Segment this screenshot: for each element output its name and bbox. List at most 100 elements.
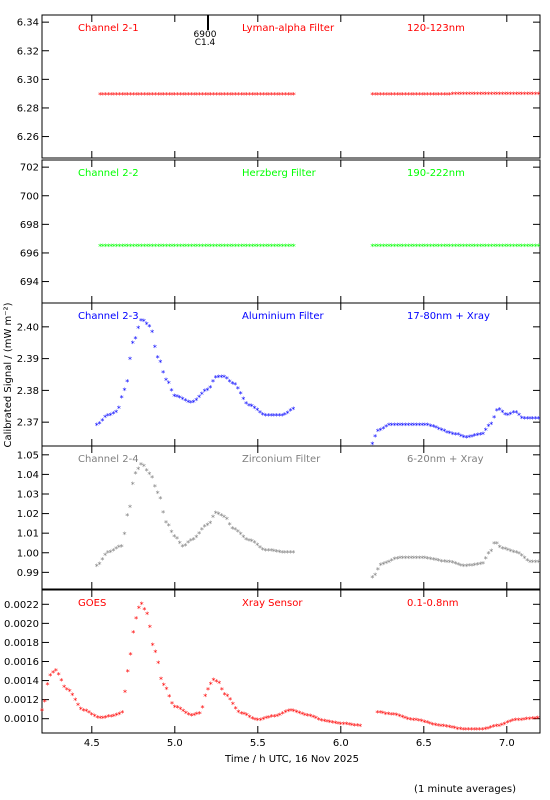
data-point: * — [390, 421, 394, 430]
data-point: * — [153, 483, 157, 492]
data-point: * — [498, 90, 502, 99]
x-tick-label: 6.5 — [416, 738, 432, 749]
data-point: * — [100, 417, 104, 426]
data-point: * — [414, 717, 418, 726]
data-point: * — [381, 243, 385, 252]
data-point: * — [381, 710, 385, 719]
data-point: * — [445, 559, 449, 568]
data-point: * — [186, 398, 190, 407]
data-point: * — [395, 243, 399, 252]
data-point: * — [40, 707, 44, 716]
data-point: * — [506, 243, 510, 252]
data-point: * — [95, 562, 99, 571]
data-point: * — [486, 725, 490, 734]
data-point: * — [283, 709, 287, 718]
panel-annotation: Lyman-alpha Filter — [242, 23, 335, 34]
data-point: * — [248, 243, 252, 252]
data-point: * — [170, 243, 174, 252]
data-point: * — [375, 709, 379, 718]
data-point: * — [112, 91, 116, 100]
data-point: * — [122, 530, 126, 539]
data-point: * — [256, 243, 260, 252]
data-point: * — [203, 692, 207, 701]
data-point: * — [266, 412, 270, 421]
data-point: * — [506, 547, 510, 556]
data-point: * — [272, 412, 276, 421]
data-point: * — [231, 700, 235, 709]
data-series-segment: ****************************************… — [370, 406, 540, 450]
data-point: * — [266, 547, 270, 556]
data-point: * — [153, 648, 157, 657]
data-point: * — [461, 726, 465, 735]
data-point: * — [192, 711, 196, 720]
data-point: * — [381, 425, 385, 434]
panel-annotation: Channel 2-3 — [78, 311, 139, 322]
x-tick-label: 6.0 — [333, 738, 349, 749]
data-point: * — [527, 715, 531, 724]
data-point: * — [129, 243, 133, 252]
data-point: * — [417, 421, 421, 430]
data-point: * — [475, 243, 479, 252]
data-point: * — [387, 422, 391, 431]
data-point: * — [234, 243, 238, 252]
y-tick-label: 1.01 — [17, 529, 39, 540]
data-point: * — [197, 530, 201, 539]
data-point: * — [106, 243, 110, 252]
y-tick-label: 1.00 — [17, 548, 39, 559]
data-point: * — [159, 91, 163, 100]
data-point: * — [200, 243, 204, 252]
data-point: * — [342, 721, 346, 730]
data-point: * — [217, 91, 221, 100]
data-point: * — [228, 378, 232, 387]
data-point: * — [384, 560, 388, 569]
data-point: * — [253, 91, 257, 100]
data-point: * — [169, 387, 173, 396]
data-point: * — [200, 704, 204, 713]
data-point: * — [331, 719, 335, 728]
data-point: * — [434, 91, 438, 100]
data-point: * — [423, 555, 427, 564]
data-point: * — [520, 552, 524, 561]
data-point: * — [220, 243, 224, 252]
data-point: * — [401, 421, 405, 430]
data-point: * — [172, 393, 176, 402]
data-point: * — [264, 715, 268, 724]
data-point: * — [500, 722, 504, 731]
data-point: * — [487, 422, 491, 431]
data-point: * — [173, 703, 177, 712]
y-tick-label: 0.0014 — [4, 676, 39, 687]
data-point: * — [230, 525, 234, 534]
y-tick-label: 2.40 — [17, 322, 39, 333]
data-point: * — [128, 356, 132, 365]
data-point: * — [420, 91, 424, 100]
data-point: * — [264, 412, 268, 421]
data-point: * — [264, 243, 268, 252]
data-point: * — [114, 409, 118, 418]
data-point: * — [398, 91, 402, 100]
data-point: * — [192, 91, 196, 100]
data-point: * — [142, 462, 146, 471]
data-point: * — [234, 705, 238, 714]
data-point: * — [495, 243, 499, 252]
data-point: * — [373, 243, 377, 252]
data-point: * — [134, 91, 138, 100]
data-point: * — [198, 243, 202, 252]
data-point: * — [153, 343, 157, 352]
panel-frame — [41, 445, 541, 590]
data-point: * — [339, 720, 343, 729]
data-point: * — [459, 91, 463, 100]
data-point: * — [456, 91, 460, 100]
data-point: * — [473, 561, 477, 570]
data-point: * — [426, 243, 430, 252]
data-point: * — [250, 715, 254, 724]
data-point: * — [386, 711, 390, 720]
data-point: * — [492, 243, 496, 252]
y-tick-label: 1.05 — [17, 450, 39, 461]
data-point: * — [442, 91, 446, 100]
data-point: * — [59, 677, 63, 686]
panel-1: 6.26 6.28 6.30 6.32 6.34 Channel 2-1 Lyman-alp… — [17, 14, 541, 159]
data-point: * — [239, 531, 243, 540]
data-point: * — [212, 243, 216, 252]
data-point: * — [120, 91, 124, 100]
